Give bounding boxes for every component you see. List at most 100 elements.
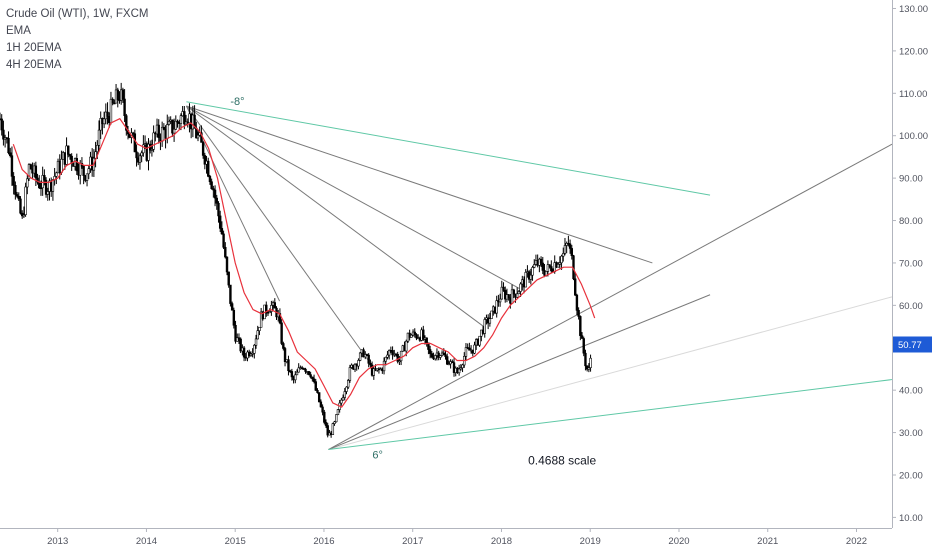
candle-body [179, 115, 183, 124]
candle-body [210, 181, 213, 190]
fan-line-bottom[interactable] [328, 294, 711, 451]
candle-body [121, 89, 125, 100]
candle-body [447, 363, 451, 366]
candle-body [575, 294, 579, 311]
legend-item-1h-20ema[interactable]: 1H 20EMA [6, 42, 62, 54]
candle-body [563, 245, 567, 254]
candle-body [531, 267, 534, 276]
time-axis[interactable]: 2013 2014 2015 2016 2017 2018 2019 2020 2021 2022 [0, 528, 932, 550]
candle-body [266, 312, 270, 315]
angle-label-bottom: 6° [372, 450, 383, 462]
time-tick-label: 2022 [846, 536, 867, 547]
candle-body [587, 367, 591, 370]
candle-body [579, 316, 582, 336]
time-tick-label: 2019 [580, 536, 601, 547]
candle-body [82, 165, 85, 176]
green-trend-line-top[interactable] [186, 101, 711, 196]
candle-body [60, 158, 63, 173]
candle-body [317, 392, 321, 403]
candle-body [335, 414, 338, 423]
candle-body [384, 356, 387, 362]
candle-body [490, 310, 493, 319]
candle-body [34, 165, 38, 179]
candle-body [225, 256, 229, 273]
candle-body [251, 353, 254, 355]
price-tick-label: 110.00 [899, 89, 927, 100]
candle-body [12, 176, 15, 186]
candle-body [488, 318, 492, 324]
candle-body [99, 118, 102, 131]
candle-body [15, 194, 19, 197]
candle-body [230, 303, 234, 311]
candle-body [348, 367, 352, 381]
candle-body [116, 89, 119, 101]
scale-annotation: 0.4688 scale [528, 453, 596, 467]
last-price-badge[interactable] [893, 336, 932, 353]
candle-body [287, 359, 290, 372]
fan-line-top[interactable] [186, 105, 653, 264]
candle-body [150, 149, 154, 151]
candle-body [382, 360, 386, 372]
fan-line-top[interactable] [186, 105, 520, 289]
legend-title[interactable]: Crude Oil (WTI), 1W, FXCM [6, 8, 149, 20]
candle-body [316, 390, 319, 393]
candle-body [422, 329, 425, 340]
price-tick-label: 90.00 [899, 174, 923, 185]
candle-body [282, 343, 285, 349]
candle-body [258, 327, 261, 331]
candle-body [237, 337, 241, 340]
candle-body [341, 397, 345, 401]
candle-body [495, 300, 498, 314]
candle-body [512, 289, 515, 295]
candle-body [227, 271, 230, 286]
candlestick-series [0, 82, 592, 438]
last-price-label: 50.77 [898, 340, 922, 351]
candle-body [242, 347, 246, 358]
legend-item-ema[interactable]: EMA [6, 25, 31, 37]
candle-body [500, 286, 504, 300]
candle-body [574, 278, 577, 296]
candle-body [218, 215, 222, 229]
candle-body [280, 322, 283, 344]
candle-body [502, 286, 505, 291]
candle-body [10, 155, 14, 177]
candle-body [430, 353, 434, 358]
light-trend-line[interactable] [328, 296, 893, 451]
green-trend-line-bottom[interactable] [328, 379, 893, 451]
fan-line-bottom[interactable] [328, 143, 893, 450]
price-axis[interactable]: 10.0020.0030.0040.0050.0060.0070.0080.00… [892, 0, 932, 550]
candle-body [41, 175, 44, 189]
candle-body [369, 363, 372, 366]
candle-body [323, 411, 326, 423]
price-tick-label: 130.00 [899, 4, 928, 15]
candle-body [87, 168, 90, 175]
legend-item-4h-20ema[interactable]: 4H 20EMA [6, 59, 62, 71]
candle-body [232, 309, 236, 326]
candle-body [515, 293, 519, 298]
fan-line-top[interactable] [186, 105, 485, 327]
candle-body [444, 354, 447, 357]
candle-body [229, 284, 232, 304]
candle-body [46, 191, 49, 195]
candle-body [464, 347, 468, 357]
candle-body [125, 115, 128, 131]
candle-body [273, 302, 277, 309]
candle-body [44, 179, 48, 195]
fan-line-top[interactable] [185, 105, 369, 361]
gann-fan-lines[interactable] [185, 101, 893, 451]
candle-body [445, 356, 449, 365]
candle-body [517, 291, 521, 295]
candle-body [172, 128, 176, 134]
candle-body [539, 258, 543, 264]
candle-body [529, 274, 533, 280]
candle-body [541, 262, 544, 271]
candle-body [331, 423, 335, 435]
candle-body [391, 350, 394, 356]
candle-body [425, 337, 428, 344]
candle-body [300, 367, 304, 369]
candle-body [558, 262, 562, 265]
candle-body [203, 155, 207, 165]
candle-body [428, 349, 432, 354]
candle-body [85, 173, 89, 181]
